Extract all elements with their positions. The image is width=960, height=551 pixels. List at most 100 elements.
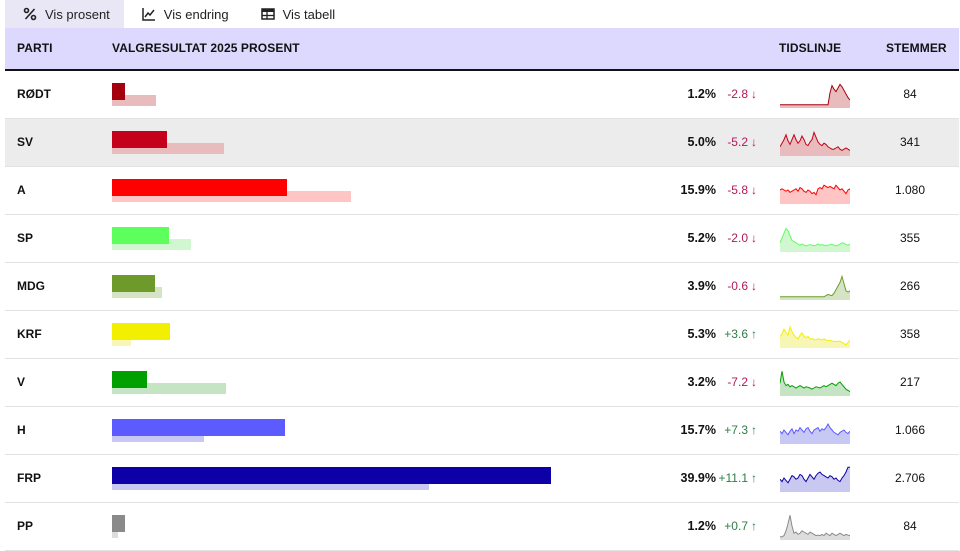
party-name: A xyxy=(17,183,26,197)
timeline-sparkline[interactable] xyxy=(780,272,850,300)
change-text: +7.3 xyxy=(724,423,748,437)
current-result-bar xyxy=(112,275,155,292)
sparkline-area xyxy=(780,132,850,156)
change-value: +3.6 ↑ xyxy=(717,311,757,358)
votes-count: 358 xyxy=(899,327,921,341)
current-result-bar xyxy=(112,323,171,340)
arrow-down-icon: ↓ xyxy=(751,375,757,389)
arrow-up-icon: ↑ xyxy=(751,423,757,437)
sparkline-line xyxy=(780,466,850,484)
percent-icon xyxy=(23,7,37,21)
change-value: -5.2 ↓ xyxy=(717,119,757,166)
party-name: V xyxy=(17,375,26,389)
table-row[interactable]: KRF 5.3% +3.6 ↑ 358 xyxy=(5,311,959,359)
timeline-sparkline[interactable] xyxy=(780,176,850,204)
result-percent: 5.3% xyxy=(687,327,717,341)
sparkline-area xyxy=(780,185,850,204)
tab-vis-endring[interactable]: Vis endring xyxy=(124,0,243,28)
result-percent: 3.9% xyxy=(687,279,717,293)
arrow-down-icon: ↓ xyxy=(751,87,757,101)
party-name: SV xyxy=(17,135,34,149)
header-votes[interactable]: STEMMER xyxy=(886,41,947,55)
party-name: FRP xyxy=(17,471,41,485)
previous-result-bar xyxy=(112,479,429,490)
result-percent: 3.2% xyxy=(687,375,717,389)
sparkline-area xyxy=(780,84,850,108)
timeline-sparkline[interactable] xyxy=(780,416,850,444)
timeline-sparkline[interactable] xyxy=(780,320,850,348)
header-party[interactable]: PARTI xyxy=(17,41,53,55)
previous-result-bar xyxy=(112,95,156,106)
party-name: SP xyxy=(17,231,34,245)
sparkline-area xyxy=(780,326,850,348)
change-text: -0.6 xyxy=(727,279,748,293)
table-row[interactable]: SP 5.2% -2.0 ↓ 355 xyxy=(5,215,959,263)
current-result-bar xyxy=(112,227,170,244)
timeline-sparkline[interactable] xyxy=(780,464,850,492)
result-percent: 15.7% xyxy=(680,423,716,437)
table-row[interactable]: H 15.7% +7.3 ↑ 1.066 xyxy=(5,407,959,455)
party-name: RØDT xyxy=(17,87,51,101)
current-result-bar xyxy=(112,515,126,532)
table-row[interactable]: MDG 3.9% -0.6 ↓ 266 xyxy=(5,263,959,311)
change-value: +0.7 ↑ xyxy=(717,503,757,550)
change-text: -5.8 xyxy=(727,183,748,197)
table-row[interactable]: PP 1.2% +0.7 ↑ 84 xyxy=(5,503,959,551)
result-percent: 1.2% xyxy=(687,87,717,101)
table-row[interactable]: V 3.2% -7.2 ↓ 217 xyxy=(5,359,959,407)
timeline-sparkline[interactable] xyxy=(780,128,850,156)
arrow-down-icon: ↓ xyxy=(751,279,757,293)
sparkline-line xyxy=(780,227,850,247)
sparkline-area xyxy=(780,467,850,492)
previous-result-bar xyxy=(112,527,118,538)
tab-label: Vis tabell xyxy=(282,6,336,22)
table-icon xyxy=(260,7,275,21)
timeline-sparkline[interactable] xyxy=(780,368,850,396)
change-text: +3.6 xyxy=(724,327,748,341)
arrow-up-icon: ↑ xyxy=(751,327,757,341)
table-row[interactable]: FRP 39.9% +11.1 ↑ 2.706 xyxy=(5,455,959,503)
timeline-sparkline[interactable] xyxy=(780,224,850,252)
party-name: H xyxy=(17,423,26,437)
change-value: -5.8 ↓ xyxy=(717,167,757,214)
arrow-down-icon: ↓ xyxy=(751,183,757,197)
tab-vis-prosent[interactable]: Vis prosent xyxy=(5,0,124,28)
current-result-bar xyxy=(112,131,167,148)
sparkline-line xyxy=(780,515,850,538)
table-row[interactable]: A 15.9% -5.8 ↓ 1.080 xyxy=(5,167,959,215)
tab-label: Vis prosent xyxy=(45,6,110,22)
results-table: PARTI VALGRESULTAT 2025 PROSENT TIDSLINJ… xyxy=(5,28,959,551)
tab-vis-tabell[interactable]: Vis tabell xyxy=(243,0,350,28)
arrow-down-icon: ↓ xyxy=(751,231,757,245)
result-percent: 1.2% xyxy=(687,519,717,533)
current-result-bar xyxy=(112,467,551,484)
votes-count: 341 xyxy=(899,135,921,149)
change-value: -2.8 ↓ xyxy=(717,71,757,118)
header-result[interactable]: VALGRESULTAT 2025 PROSENT xyxy=(112,41,300,55)
votes-count: 84 xyxy=(903,87,917,101)
votes-count: 2.706 xyxy=(894,471,926,485)
timeline-sparkline[interactable] xyxy=(780,512,850,540)
current-result-bar xyxy=(112,83,126,100)
result-percent: 39.9% xyxy=(680,471,716,485)
current-result-bar xyxy=(112,419,285,436)
arrow-up-icon: ↑ xyxy=(751,471,757,485)
table-body: RØDT 1.2% -2.8 ↓ 84 SV 5.0% -5.2 ↓ 341 A 15.9% -5.8 ↓… xyxy=(5,71,959,551)
change-value: -2.0 ↓ xyxy=(717,215,757,262)
party-name: PP xyxy=(17,519,34,533)
votes-count: 84 xyxy=(903,519,917,533)
previous-result-bar xyxy=(112,191,351,202)
change-text: -5.2 xyxy=(727,135,748,149)
change-text: +0.7 xyxy=(724,519,748,533)
view-tabs: Vis prosent Vis endring Vis tabell xyxy=(0,0,960,28)
previous-result-bar xyxy=(112,287,162,298)
sparkline-line xyxy=(780,422,850,436)
header-timeline[interactable]: TIDSLINJE xyxy=(779,41,842,55)
change-text: -2.0 xyxy=(727,231,748,245)
table-row[interactable]: RØDT 1.2% -2.8 ↓ 84 xyxy=(5,71,959,119)
tab-label: Vis endring xyxy=(163,6,229,22)
sparkline-line xyxy=(780,83,850,106)
table-row[interactable]: SV 5.0% -5.2 ↓ 341 xyxy=(5,119,959,167)
timeline-sparkline[interactable] xyxy=(780,80,850,108)
previous-result-bar xyxy=(112,143,225,154)
